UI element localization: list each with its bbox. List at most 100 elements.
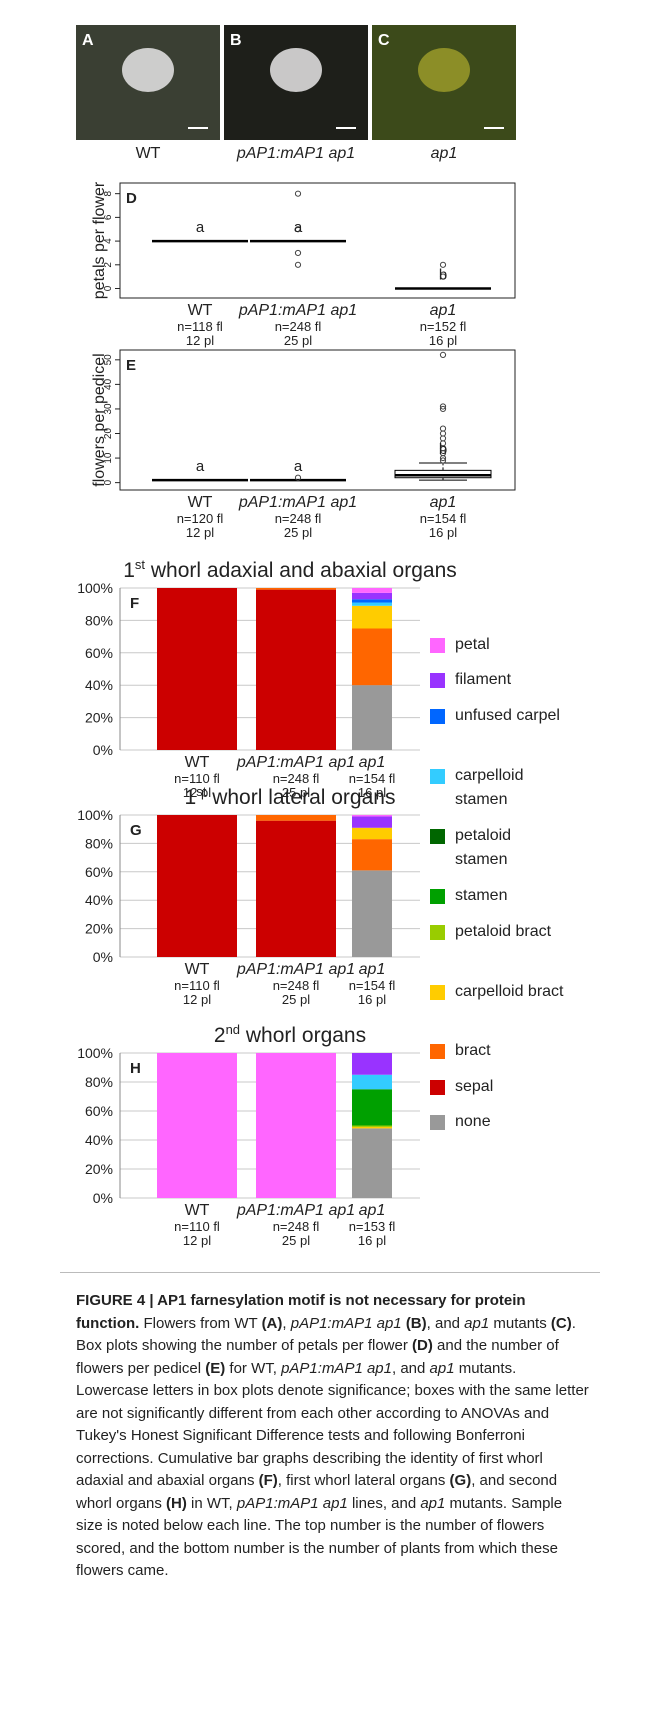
- plot-frame: [119, 349, 516, 491]
- panel-letter: G: [130, 822, 142, 839]
- y-tick-label: 20%: [85, 710, 113, 726]
- caption-run: (A): [261, 1314, 283, 1332]
- photo-label: WT: [136, 145, 161, 162]
- caption-run: , first whorl lateral organs: [277, 1472, 450, 1489]
- caption-run: Flowers from WT: [139, 1314, 262, 1332]
- caption-run: ap1: [420, 1494, 446, 1512]
- sample-pl: 12 pl: [186, 525, 214, 540]
- photo-label: pAP1:mAP1 ap1: [236, 145, 355, 162]
- sample-pl: 25 pl: [284, 525, 312, 540]
- caption: FIGURE 4 | AP1 farnesylation motif is no…: [76, 1290, 592, 1583]
- y-tick-label: 60%: [85, 1103, 113, 1119]
- x-tick-label: ap1: [359, 1202, 386, 1219]
- outlier: [294, 249, 302, 257]
- sample-n: n=110 fl: [174, 771, 220, 786]
- legend-label: carpelloid bract: [455, 983, 564, 1000]
- legend-label: petaloid stamen: [455, 827, 512, 868]
- outlier: [294, 474, 302, 481]
- sample-pl: 25 pl: [282, 785, 310, 800]
- bar-segment: [352, 588, 392, 593]
- caption-run: mutants. Lowercase letters in box plots …: [76, 1359, 589, 1490]
- y-tick-label: 60%: [85, 864, 113, 880]
- bar-segment: [256, 589, 336, 750]
- y-tick-label: 0%: [93, 949, 113, 965]
- legend-label: unfused carpel: [455, 707, 560, 724]
- outlier: [439, 425, 447, 432]
- photo-flower: [122, 48, 174, 92]
- legend-swatch: [430, 673, 445, 688]
- significance-letter: b: [439, 441, 447, 458]
- caption-run: , and: [426, 1314, 465, 1332]
- x-tick-label: pAP1:mAP1 ap1: [236, 1202, 355, 1219]
- x-tick-label: pAP1:mAP1 ap1: [236, 754, 355, 771]
- x-tick-label: WT: [185, 1202, 210, 1219]
- panel-letter: H: [130, 1060, 141, 1077]
- caption-run: ap1: [464, 1314, 490, 1332]
- caption-run: and the number of flowers per pedicel: [76, 1337, 559, 1377]
- legend-swatch: [430, 985, 445, 1000]
- y-tick-label: 50: [103, 354, 114, 366]
- sample-n: n=154 fl: [349, 771, 396, 786]
- caption-run: (F): [258, 1472, 278, 1489]
- sample-pl: 25 pl: [284, 333, 312, 348]
- y-axis-label: flowers per pedicel: [91, 353, 108, 486]
- outlier: [439, 273, 447, 280]
- bar-segment: [352, 839, 392, 871]
- title-part: whorl organs: [240, 1024, 366, 1047]
- y-tick-label: 10: [103, 452, 114, 464]
- y-tick-label: 20%: [85, 1161, 113, 1177]
- sample-pl: 12 pl: [183, 992, 211, 1007]
- caption-run: (D): [412, 1337, 433, 1354]
- sample-n: n=110 fl: [174, 978, 220, 993]
- legend-swatch: [430, 925, 445, 940]
- legend-swatch: [430, 769, 445, 784]
- title-part: whorl lateral organs: [206, 786, 395, 809]
- x-tick-label: pAP1:mAP1 ap1: [236, 961, 355, 978]
- x-tick-label: WT: [188, 302, 213, 319]
- significance-letter: a: [196, 219, 205, 236]
- sample-pl: 16 pl: [358, 1233, 386, 1248]
- title-superscript: st: [196, 784, 207, 799]
- outlier: [439, 405, 447, 413]
- y-tick-label: 80%: [85, 1074, 113, 1090]
- significance-letter: a: [196, 458, 205, 475]
- bar-segment: [352, 599, 392, 603]
- outlier: [294, 226, 302, 233]
- bar-segment: [352, 1125, 392, 1127]
- sample-pl: 25 pl: [282, 1233, 310, 1248]
- caption-run: ap1: [429, 1359, 455, 1377]
- chart-title: 1st whorl adaxial and abaxial organs: [123, 557, 457, 582]
- outlier: [439, 403, 447, 410]
- legend-swatch: [430, 1044, 445, 1059]
- bar-segment: [352, 605, 392, 629]
- legend-label: none: [455, 1113, 491, 1130]
- sample-pl: 12 pl: [186, 333, 214, 348]
- bar-segment: [352, 1089, 392, 1126]
- title-part: 2: [214, 1024, 226, 1047]
- y-tick-label: 0%: [93, 742, 113, 758]
- title-part: whorl adaxial and abaxial organs: [145, 559, 457, 582]
- caption-run: (H): [166, 1494, 187, 1512]
- x-tick-label: WT: [185, 961, 210, 978]
- photo-flower: [270, 48, 322, 92]
- panel-letter: B: [230, 32, 242, 49]
- photo-flower: [418, 48, 470, 92]
- x-tick-label: ap1: [430, 302, 457, 319]
- sample-pl: 16 pl: [358, 785, 386, 800]
- bar-segment: [352, 827, 392, 840]
- legend-swatch: [430, 1115, 445, 1130]
- caption-run: (G): [449, 1472, 472, 1489]
- bar-segment: [157, 1053, 237, 1198]
- y-tick-label: 6: [103, 214, 114, 220]
- sample-n: n=248 fl: [273, 771, 320, 786]
- y-tick-label: 0%: [93, 1190, 113, 1206]
- bar-segment: [352, 1074, 392, 1090]
- x-tick-label: WT: [188, 494, 213, 511]
- caption-run: FIGURE 4 | AP1 farnesylation motif is no…: [76, 1292, 526, 1332]
- y-tick-label: 20: [103, 428, 114, 440]
- bar-segment: [352, 602, 392, 606]
- outlier: [439, 457, 447, 464]
- sample-pl: 16 pl: [429, 525, 457, 540]
- caption-run: mutants. Sample size is noted below each…: [76, 1494, 563, 1580]
